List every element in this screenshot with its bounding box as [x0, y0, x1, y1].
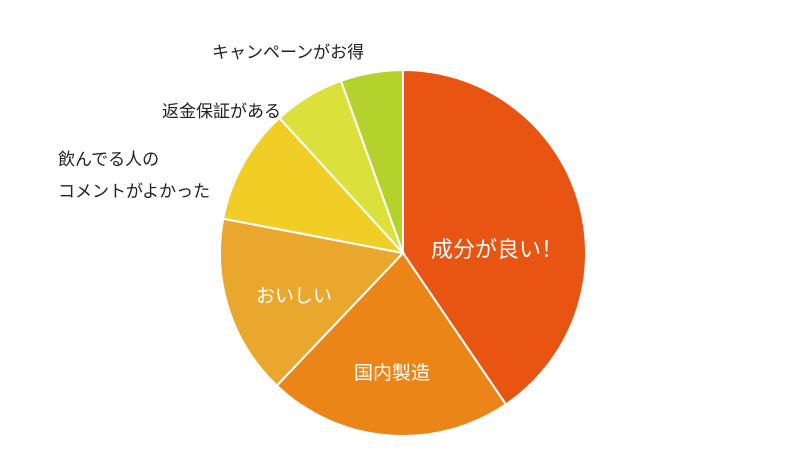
pie-label-6-line-1: キャンペーンがお得 [212, 43, 364, 63]
pie-slice-3 [219, 217, 405, 388]
pie-slices [219, 68, 588, 437]
pie-slice-1 [402, 68, 588, 406]
pie-slice-6 [339, 68, 404, 254]
pie-label-5: 返金保証がある [162, 102, 281, 122]
pie-label-3: おいしい [256, 285, 332, 307]
pie-label-1: 成分が良い！ [431, 238, 563, 263]
pie-slice-4 [222, 116, 406, 255]
pie-label-5-line-1: 返金保証がある [162, 102, 281, 122]
pie-label-4-line-1: 飲んでる人の [58, 150, 159, 170]
pie-label-4: 飲んでる人のコメントがよかった [58, 150, 210, 202]
pie-slice-2 [275, 251, 508, 437]
pie-label-4-line-2: コメントがよかった [58, 182, 210, 202]
pie-label-6: キャンペーンがお得 [212, 43, 364, 63]
pie-label-2: 国内製造 [354, 362, 430, 384]
pie-labels: 成分が良い！ 国内製造 おいしい 飲んでる人のコメントがよかった 返金保証がある キャンペ… [58, 43, 563, 384]
